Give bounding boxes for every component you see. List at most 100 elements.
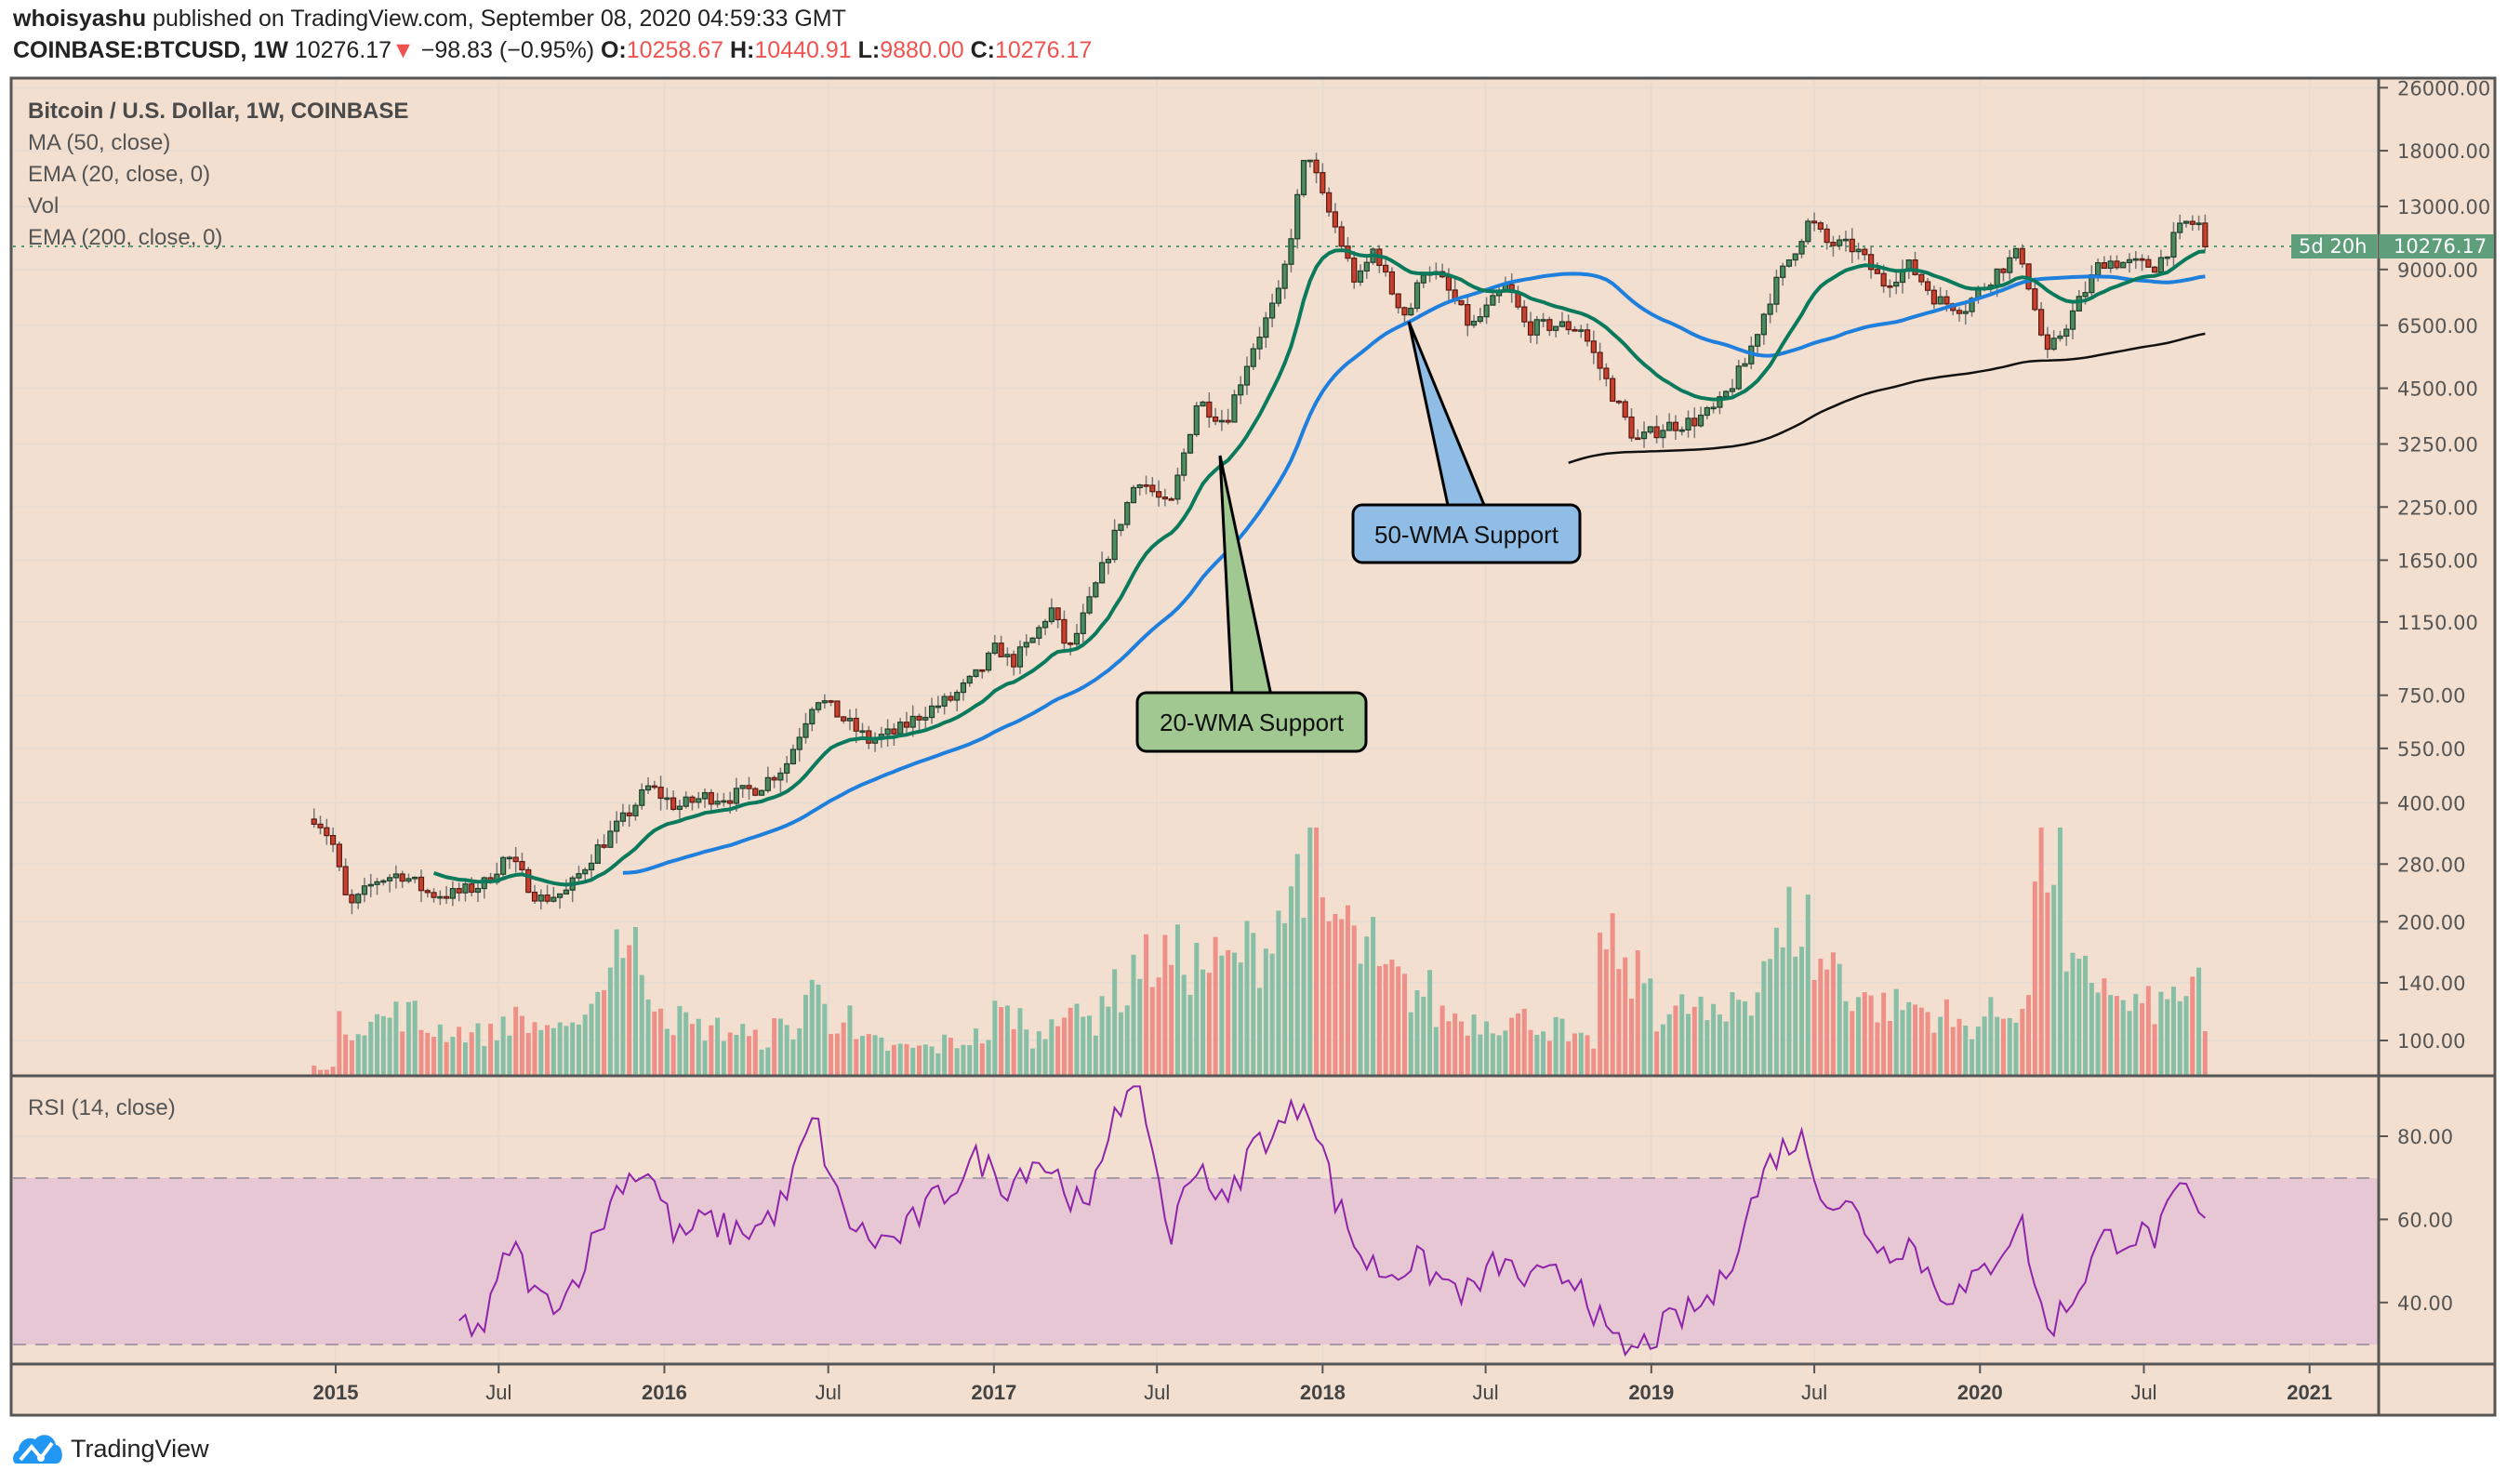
volume-bar [1030,1048,1036,1076]
candle [1351,258,1358,283]
volume-bar [1276,910,1281,1076]
volume-bar [1616,969,1622,1076]
volume-bar [1061,1017,1067,1076]
candle [954,692,961,701]
legend-ema200[interactable]: EMA (200, close, 0) [28,225,223,250]
volume-bar [1345,905,1350,1076]
rsi-tick-label: 80.00 [2397,1126,2453,1148]
volume-bar [1333,913,1338,1076]
candle [1161,497,1168,500]
volume-bar [2165,999,2170,1076]
volume-bar [1515,1013,1520,1076]
volume-bar [1906,1001,1912,1076]
volume-bar [1307,828,1313,1076]
candle [909,715,916,728]
volume-bar [829,1033,834,1076]
volume-bar [2170,987,2176,1076]
volume-bar [702,1040,708,1076]
volume-bar [721,1040,726,1076]
candle [576,873,582,879]
candle [1281,263,1288,289]
volume-bar [2045,892,2050,1076]
indicator-lines [432,248,2206,887]
volume-bar [1761,961,1767,1076]
volume-bars [312,828,2208,1076]
candle [796,736,803,750]
volume-bar [1856,997,1862,1076]
volume-bar [1358,963,1363,1076]
volume-bar [1137,978,1143,1076]
volume-bar [482,1045,487,1076]
candle [916,715,922,721]
legend-ema20[interactable]: EMA (20, close, 0) [28,162,211,187]
price-tick-label: 26000.00 [2397,77,2490,99]
tradingview-logo[interactable]: TradingView [13,1432,209,1465]
volume-bar [1106,1006,1111,1076]
candle [708,791,714,805]
volume-bar [1666,1014,1672,1076]
volume-bar [1730,992,1735,1076]
wma20-callout[interactable]: 20-WMA Support [1135,455,1368,753]
wma50-callout[interactable]: 50-WMA Support [1351,321,1582,564]
candle [2195,222,2202,226]
candle [444,895,450,899]
candle [1130,486,1137,504]
candle [1080,612,1086,634]
volume-bar [1805,894,1811,1076]
candle [563,889,570,895]
candle [1048,607,1055,623]
candle [815,702,822,710]
volume-bar [2089,983,2094,1076]
volume-bar [469,1032,474,1076]
volume-bar [2140,1002,2145,1076]
candle [803,722,809,738]
candle [2120,261,2127,269]
candle [1288,238,1294,265]
candle [2038,309,2045,336]
volume-bar [2013,1022,2019,1076]
volume-bar [854,1039,859,1076]
candle [361,885,368,895]
volume-bar [1490,1033,1495,1076]
candle [689,796,696,803]
candle [1029,637,1036,643]
candle [1912,259,1918,275]
candle [1143,484,1149,487]
high-label: H: [730,37,755,63]
candle [2132,258,2139,261]
candle [739,785,746,789]
candle [1118,523,1124,531]
rsi-polyline [458,1085,2207,1358]
volume-bar [2183,996,2189,1076]
candle [1546,319,1553,331]
candle [374,881,380,885]
candle [2082,292,2089,298]
volume-bar [1213,936,1218,1076]
price-tick-label: 13000.00 [2397,196,2490,219]
volume-bar [375,1014,380,1076]
price-axis[interactable] [2381,78,2494,1415]
candle [1717,396,1723,408]
volume-bar [1099,996,1105,1076]
volume-bar [1093,1035,1098,1076]
candle [1036,627,1042,639]
volume-bar [1755,992,1760,1076]
author-name[interactable]: whoisyashu [13,6,147,32]
legend-ma50[interactable]: MA (50, close) [28,130,171,155]
candle [714,801,721,805]
candle [557,893,564,898]
volume-bar [1850,1011,1855,1076]
volume-bar [777,1018,783,1076]
volume-bar [2190,976,2195,1076]
volume-bar [444,1041,449,1076]
legend-vol[interactable]: Vol [28,193,60,219]
legend-rsi[interactable]: RSI (14, close) [28,1095,176,1120]
rsi-line [458,1085,2207,1358]
volume-bar [1711,1003,1717,1076]
volume-bar [803,994,808,1076]
volume-bar [954,1048,960,1076]
volume-bar [689,1024,695,1076]
candle [1238,384,1244,396]
volume-bar [1704,1020,1710,1076]
